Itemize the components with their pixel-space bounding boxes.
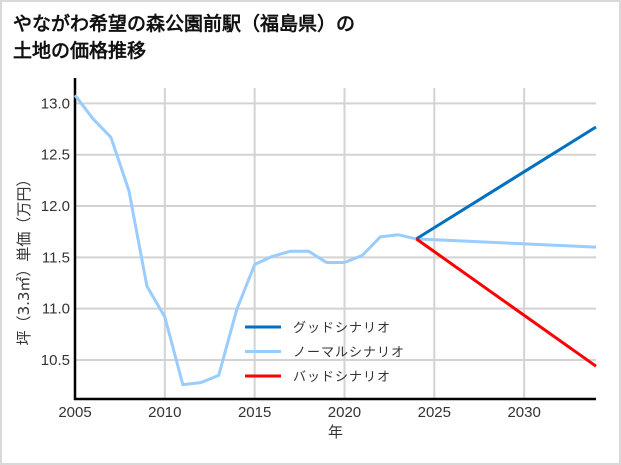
y-tick-label: 12.0 <box>41 198 70 215</box>
title-line-2: 土地の価格推移 <box>13 40 147 62</box>
chart-title: やながわ希望の森公園前駅（福島県）の 土地の価格推移 <box>13 11 355 65</box>
x-tick-label: 2030 <box>507 404 540 421</box>
series-line-2 <box>415 237 597 368</box>
x-tick-label: 2010 <box>148 404 181 421</box>
y-tick-label: 13.0 <box>41 95 70 112</box>
x-tick-label: 2005 <box>58 404 91 421</box>
y-tick-label: 11.0 <box>42 301 70 318</box>
x-axis-label: 年 <box>328 423 343 441</box>
axes <box>73 78 596 401</box>
x-tick-label: 2020 <box>328 404 361 421</box>
y-tick-label: 12.5 <box>41 147 70 164</box>
series-line-1 <box>73 94 597 387</box>
legend-label-1: ノーマルシナリオ <box>293 346 405 361</box>
legend-label-2: バッドシナリオ <box>293 370 391 385</box>
series-line-0 <box>415 125 597 241</box>
x-tick-label: 2015 <box>238 404 271 421</box>
title-line-1: やながわ希望の森公園前駅（福島県）の <box>13 13 356 35</box>
y-tick-label: 10.5 <box>41 352 70 369</box>
x-tick-label: 2025 <box>418 404 451 421</box>
y-axis-label: 坪（3.3㎡）単価（万円） <box>15 172 33 346</box>
y-tick-label: 11.5 <box>42 249 70 266</box>
legend-label-0: グッドシナリオ <box>293 321 391 336</box>
